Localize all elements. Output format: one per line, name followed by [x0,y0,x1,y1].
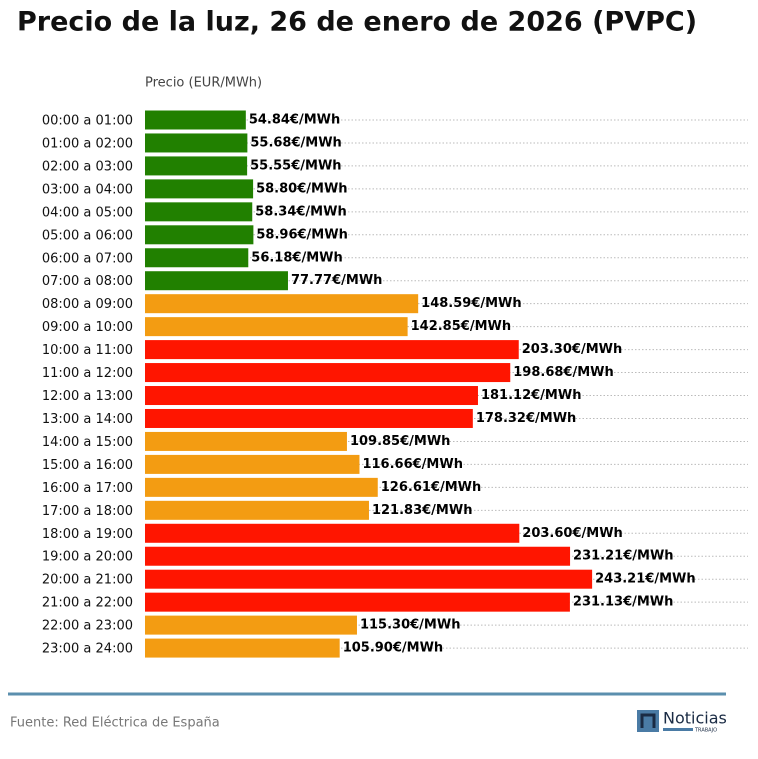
bar [145,638,340,658]
y-tick-label: 02:00 a 03:00 [42,159,133,174]
bar [145,248,249,268]
value-label: 142.85€/MWh [411,319,512,334]
y-tick-label: 23:00 a 24:00 [42,642,133,657]
y-tick-label: 13:00 a 14:00 [42,412,133,427]
logo-sub: TRABAJO [694,728,717,734]
y-tick-label: 04:00 a 05:00 [42,205,133,220]
value-label: 105.90€/MWh [343,641,444,656]
y-tick-label: 01:00 a 02:00 [42,136,133,151]
logo-icon [637,710,659,732]
logo-name: Noticias [663,709,727,728]
bar [145,454,360,474]
y-tick-label: 20:00 a 21:00 [42,573,133,588]
y-tick-label: 11:00 a 12:00 [42,366,133,381]
logo-bar [663,728,693,731]
y-tick-label: 22:00 a 23:00 [42,619,133,634]
y-tick-label: 08:00 a 09:00 [42,297,133,312]
bar [145,317,408,337]
bar [145,569,593,589]
bar [145,615,357,635]
y-tick-label: 06:00 a 07:00 [42,251,133,266]
value-label: 58.96€/MWh [256,227,347,242]
bar [145,271,288,291]
plot: 00:00 a 01:00 54.84€/MWh 01:00 a 02:00 55.6… [42,110,748,658]
bar [145,592,570,612]
value-label: 109.85€/MWh [350,434,451,449]
value-label: 231.21€/MWh [573,549,674,564]
bar [145,133,248,153]
value-label: 56.18€/MWh [251,250,342,265]
value-label: 198.68€/MWh [513,365,614,380]
y-tick-label: 00:00 a 01:00 [42,114,133,129]
y-tick-label: 19:00 a 20:00 [42,550,133,565]
value-label: 148.59€/MWh [421,296,522,311]
value-label: 121.83€/MWh [372,503,473,518]
y-tick-label: 16:00 a 17:00 [42,481,133,496]
value-label: 203.60€/MWh [522,526,623,541]
y-tick-label: 15:00 a 16:00 [42,458,133,473]
bar [145,156,248,176]
bar [145,431,347,451]
value-label: 126.61€/MWh [381,480,482,495]
bar [145,523,520,543]
chart-title: Precio de la luz, 26 de enero de 2026 (P… [17,7,697,38]
y-tick-label: 03:00 a 04:00 [42,182,133,197]
bar [145,477,378,497]
value-label: 178.32€/MWh [476,411,577,426]
value-label: 116.66€/MWh [362,457,463,472]
value-label: 54.84€/MWh [249,113,340,128]
bar [145,110,246,130]
y-tick-label: 09:00 a 10:00 [42,320,133,335]
y-tick-label: 12:00 a 13:00 [42,389,133,404]
bar [145,202,253,222]
axis-label: Precio (EUR/MWh) [145,76,262,91]
bar [145,408,473,428]
bar [145,225,254,245]
value-label: 58.34€/MWh [255,204,346,219]
bar [145,500,369,520]
y-tick-label: 14:00 a 15:00 [42,435,133,450]
value-label: 115.30€/MWh [360,618,461,633]
source: Fuente: Red Eléctrica de España [10,716,220,731]
value-label: 77.77€/MWh [291,273,382,288]
bar [145,546,571,566]
logo-glyph [640,713,656,728]
bar [145,294,419,314]
y-tick-label: 17:00 a 18:00 [42,504,133,519]
value-label: 55.55€/MWh [250,158,341,173]
bar [145,340,519,360]
y-tick-label: 18:00 a 19:00 [42,527,133,542]
value-label: 181.12€/MWh [481,388,581,403]
value-label: 243.21€/MWh [595,572,696,587]
y-tick-label: 21:00 a 22:00 [42,596,133,611]
value-label: 231.13€/MWh [573,595,674,610]
bar [145,386,478,406]
y-tick-label: 10:00 a 11:00 [42,343,133,358]
value-label: 58.80€/MWh [256,181,347,196]
bar [145,363,511,383]
y-tick-label: 07:00 a 08:00 [42,274,133,289]
y-tick-label: 05:00 a 06:00 [42,228,133,243]
bar [145,179,254,199]
value-label: 55.68€/MWh [250,135,341,150]
value-label: 203.30€/MWh [522,342,623,357]
